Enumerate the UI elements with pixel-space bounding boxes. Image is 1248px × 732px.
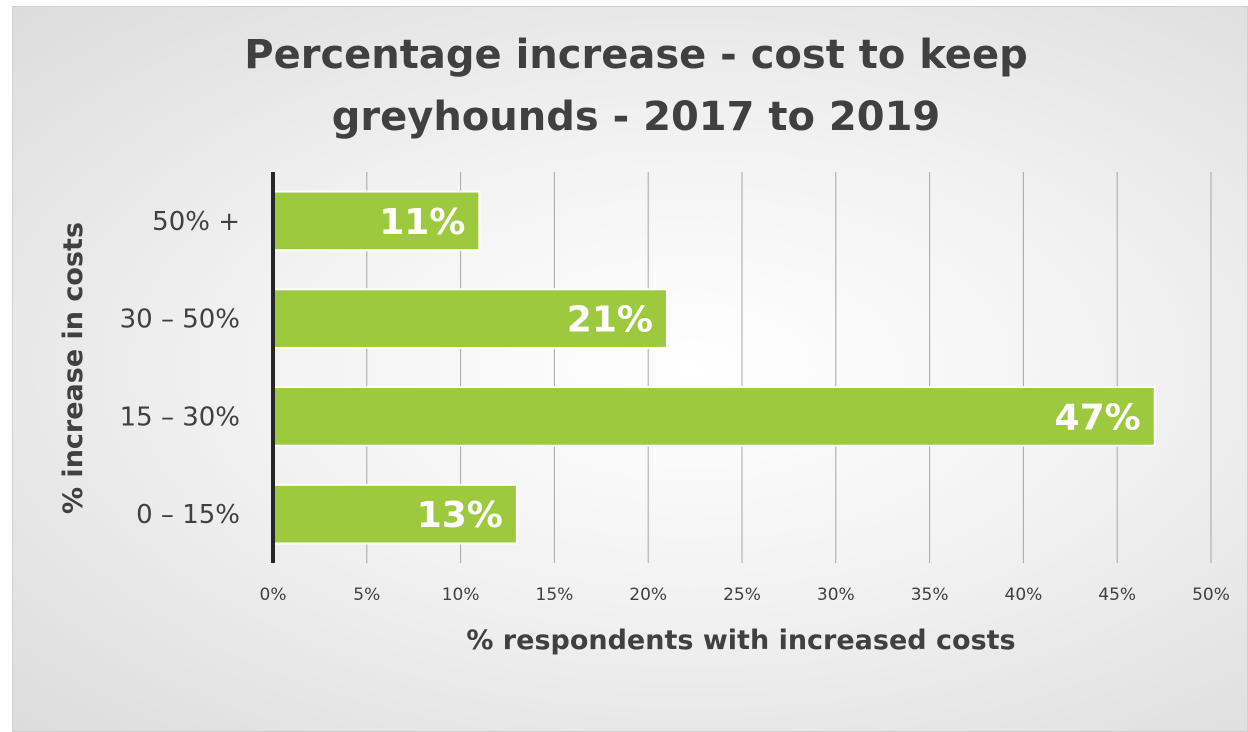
category-labels: 50% + 30 – 50% 15 – 30% 0 – 15% xyxy=(120,207,240,530)
x-tick-label: 10% xyxy=(442,585,480,605)
chart-title-line-2: greyhounds - 2017 to 2019 xyxy=(332,94,940,140)
data-label: 21% xyxy=(567,300,653,341)
x-axis-title: % respondents with increased costs xyxy=(466,625,1015,656)
x-tick-label: 15% xyxy=(536,585,574,605)
data-label: 11% xyxy=(379,202,465,243)
x-tick-label: 0% xyxy=(260,585,287,605)
x-tick-label: 25% xyxy=(723,585,761,605)
category-label: 0 – 15% xyxy=(136,500,240,530)
y-axis-title: % increase in costs xyxy=(58,222,89,514)
x-tick-label: 30% xyxy=(817,585,855,605)
x-tick-label: 50% xyxy=(1192,585,1230,605)
x-tick-labels: 0% 5% 10% 15% 20% 25% 30% 35% 40% 45% 50% xyxy=(260,585,1230,605)
x-tick-label: 20% xyxy=(629,585,667,605)
data-labels: 11% 21% 47% 13% xyxy=(379,202,1141,536)
data-label: 47% xyxy=(1055,397,1141,438)
bar xyxy=(272,386,1156,447)
chart-title-line-1: Percentage increase - cost to keep xyxy=(244,32,1027,78)
chart-frame xyxy=(12,6,1248,732)
x-tick-label: 45% xyxy=(1098,585,1136,605)
data-label: 13% xyxy=(417,495,503,536)
x-tick-label: 5% xyxy=(353,585,380,605)
bars xyxy=(272,190,1156,545)
category-label: 15 – 30% xyxy=(120,402,240,432)
category-label: 30 – 50% xyxy=(120,305,240,335)
x-tick-label: 35% xyxy=(911,585,949,605)
x-tick-label: 40% xyxy=(1005,585,1043,605)
category-label: 50% + xyxy=(152,207,240,237)
